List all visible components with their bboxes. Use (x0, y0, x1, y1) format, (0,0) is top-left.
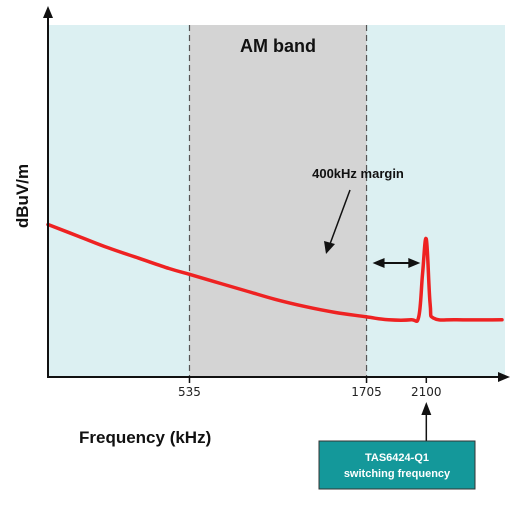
margin-pointer-arrowhead (324, 241, 335, 254)
margin-pointer-line (329, 189, 351, 245)
emission-curve (46, 222, 504, 324)
callout-title: TAS6424-Q1 (365, 452, 429, 464)
switching-frequency-callout (318, 440, 476, 490)
am-band-region (189, 25, 367, 377)
margin-label: 400kHz margin (312, 166, 404, 181)
x-axis-arrowhead (498, 372, 510, 382)
margin-arrowhead-right (408, 258, 421, 268)
x-tick-group: 535 1705 2100 (178, 377, 442, 399)
x-tick-label: 535 (178, 385, 201, 399)
x-tick-label: 2100 (411, 385, 442, 399)
y-axis-arrowhead (43, 6, 53, 18)
am-band-label: AM band (240, 36, 316, 56)
callout-arrowhead (421, 402, 432, 415)
margin-arrowhead-left (372, 258, 385, 268)
y-axis-title: dBuV/m (13, 164, 32, 228)
callout-subtitle: switching frequency (344, 468, 451, 480)
x-tick-label: 1705 (351, 385, 382, 399)
x-axis-title: Frequency (kHz) (79, 428, 211, 447)
